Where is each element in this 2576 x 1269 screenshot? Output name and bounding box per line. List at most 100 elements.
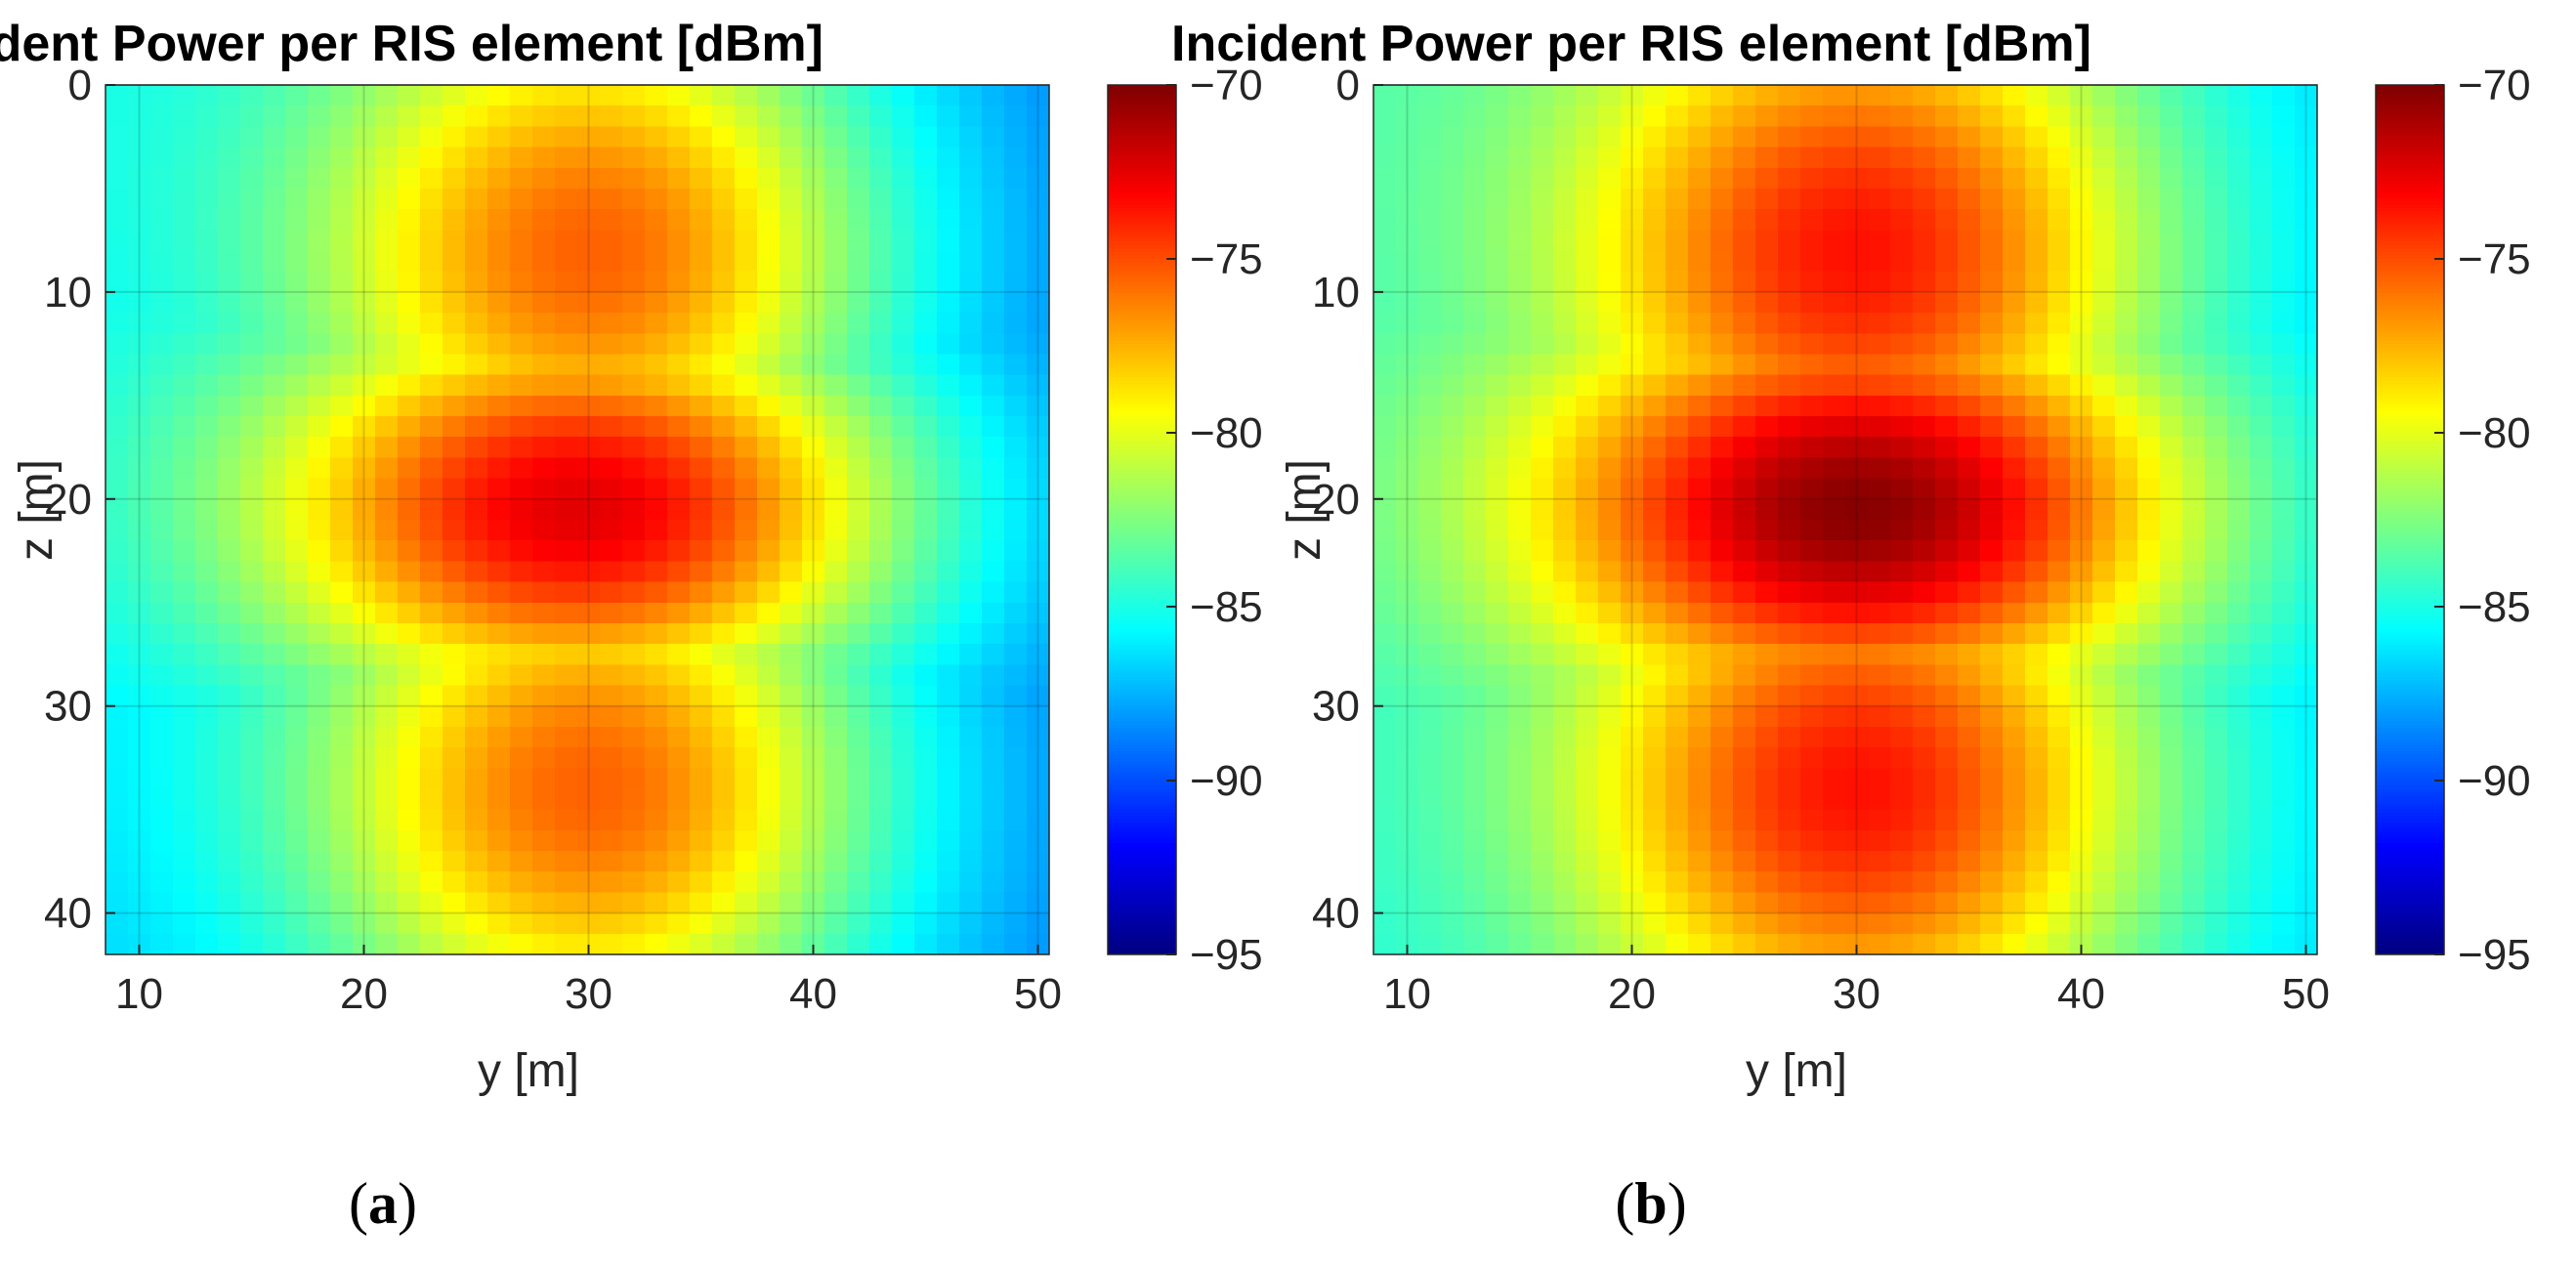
heatmap-cell bbox=[869, 561, 893, 583]
heatmap-cell bbox=[1913, 664, 1936, 687]
heatmap-cell bbox=[1890, 85, 1914, 106]
heatmap-cell bbox=[375, 333, 399, 356]
heatmap-cell bbox=[308, 457, 331, 480]
heatmap-cell bbox=[532, 726, 556, 748]
heatmap-cell bbox=[375, 892, 399, 914]
heatmap-cell bbox=[1004, 167, 1028, 190]
heatmap-cell bbox=[398, 622, 421, 645]
heatmap-cell bbox=[263, 540, 286, 562]
heatmap-cell bbox=[1980, 644, 2004, 665]
heatmap-cell bbox=[2025, 188, 2048, 210]
heatmap-cell bbox=[1800, 892, 1824, 914]
heatmap-cell bbox=[892, 106, 915, 127]
heatmap-cell bbox=[2227, 354, 2251, 376]
heatmap-cell bbox=[2092, 933, 2116, 955]
heatmap-cell bbox=[802, 271, 825, 293]
heatmap-cell bbox=[757, 313, 781, 334]
heatmap-cell bbox=[1418, 478, 1442, 500]
heatmap-cell bbox=[1486, 809, 1509, 831]
heatmap-cell bbox=[1004, 271, 1028, 293]
heatmap-cell bbox=[667, 106, 691, 127]
heatmap-cell bbox=[2115, 250, 2138, 273]
heatmap-cell bbox=[2048, 871, 2071, 894]
heatmap-cell bbox=[600, 809, 623, 831]
heatmap-cell bbox=[195, 829, 219, 852]
heatmap-cell bbox=[1845, 664, 1869, 687]
heatmap-cell bbox=[622, 188, 646, 210]
colorbar-segment bbox=[2376, 668, 2444, 674]
heatmap-cell bbox=[1958, 705, 1981, 728]
heatmap-cell bbox=[1755, 788, 1779, 811]
heatmap-cell bbox=[510, 250, 533, 273]
heatmap-cell bbox=[555, 188, 578, 210]
heatmap-cell bbox=[667, 250, 691, 273]
colorbar-segment bbox=[1108, 414, 1176, 419]
colorbar-segment bbox=[1108, 808, 1176, 813]
colorbar-segment bbox=[1108, 366, 1176, 371]
heatmap-cell bbox=[2070, 851, 2093, 872]
heatmap-cell bbox=[1441, 209, 1464, 231]
heatmap-cell bbox=[510, 437, 533, 459]
heatmap-cell bbox=[959, 437, 983, 459]
heatmap-cell bbox=[1935, 209, 1959, 231]
heatmap-cell bbox=[150, 726, 174, 748]
heatmap-cell bbox=[780, 478, 803, 500]
heatmap-cell bbox=[1396, 809, 1419, 831]
heatmap-cell bbox=[645, 167, 668, 190]
heatmap-cell bbox=[824, 395, 848, 417]
heatmap-cell bbox=[1710, 685, 1734, 707]
heatmap-cell bbox=[2025, 644, 2048, 665]
heatmap-cell bbox=[1913, 230, 1936, 252]
heatmap-cell bbox=[128, 313, 151, 334]
heatmap-cell bbox=[330, 912, 354, 935]
heatmap-cell bbox=[690, 106, 713, 127]
heatmap-cell bbox=[690, 912, 713, 935]
heatmap-cell bbox=[824, 851, 848, 872]
heatmap-cell bbox=[1396, 209, 1419, 231]
heatmap-cell bbox=[106, 374, 129, 397]
heatmap-cell bbox=[1643, 147, 1667, 169]
heatmap-cell bbox=[218, 540, 241, 562]
heatmap-cell bbox=[1913, 561, 1936, 583]
heatmap-cell bbox=[1553, 457, 1577, 480]
heatmap-cell bbox=[937, 250, 960, 273]
heatmap-cell bbox=[1418, 788, 1442, 811]
colorbar-segment bbox=[1108, 557, 1176, 562]
heatmap-cell bbox=[2070, 622, 2093, 645]
colorbar-segment bbox=[2376, 948, 2444, 952]
colorbar-segment bbox=[1108, 662, 1176, 667]
heatmap-cell bbox=[757, 664, 781, 687]
heatmap-cell bbox=[1868, 788, 1891, 811]
heatmap-cell bbox=[2295, 851, 2318, 872]
colorbar-tick-label: −90 bbox=[1190, 757, 1263, 805]
heatmap-cell bbox=[982, 726, 1005, 748]
heatmap-cell bbox=[1935, 664, 1959, 687]
heatmap-cell bbox=[2250, 354, 2273, 376]
heatmap-cell bbox=[106, 829, 129, 852]
heatmap-cell bbox=[353, 395, 376, 417]
heatmap-cell bbox=[128, 498, 151, 521]
colorbar-segment bbox=[2376, 679, 2444, 684]
colorbar-segment bbox=[1108, 594, 1176, 599]
colorbar-tick-label: −85 bbox=[2458, 583, 2531, 631]
heatmap-cell bbox=[1396, 457, 1419, 480]
heatmap-cell bbox=[1800, 540, 1824, 562]
heatmap-cell bbox=[1463, 726, 1487, 748]
heatmap-cell bbox=[532, 230, 556, 252]
colorbar-segment bbox=[1108, 118, 1176, 123]
heatmap-cell bbox=[1621, 271, 1644, 293]
heatmap-cell bbox=[1800, 685, 1824, 707]
heatmap-cell bbox=[1778, 747, 1801, 769]
colorbar-segment bbox=[1108, 706, 1176, 711]
heatmap-cell bbox=[308, 188, 331, 210]
heatmap-cell bbox=[1396, 851, 1419, 872]
heatmap-cell bbox=[2070, 602, 2093, 624]
colorbar-segment bbox=[1108, 835, 1176, 840]
heatmap-cell bbox=[1621, 933, 1644, 955]
heatmap-cell bbox=[487, 147, 511, 169]
heatmap-cell bbox=[2070, 664, 2093, 687]
heatmap-cell bbox=[1755, 209, 1779, 231]
heatmap-cell bbox=[555, 457, 578, 480]
heatmap-cell bbox=[1980, 291, 2004, 314]
colorbar-segment bbox=[2376, 614, 2444, 619]
